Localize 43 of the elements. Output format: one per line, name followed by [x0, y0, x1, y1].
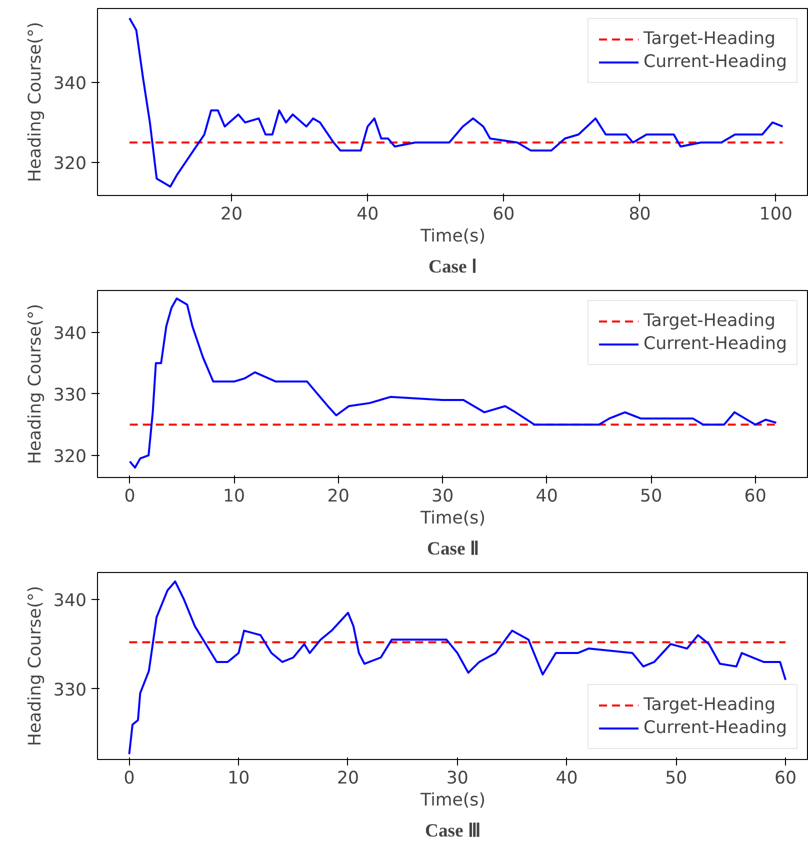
x-tick-label: 100	[759, 204, 792, 224]
x-tick-label: 10	[223, 486, 246, 506]
legend-label: Current-Heading	[644, 334, 787, 354]
x-tick-label: 30	[432, 486, 454, 506]
x-tick-label: 50	[640, 486, 662, 506]
text: Case Ⅲ	[424, 820, 482, 842]
y-axis-title: Heading Course(°)	[25, 586, 46, 746]
x-tick-label: 60	[744, 486, 766, 506]
x-tick-label: 20	[327, 486, 350, 506]
line-series	[128, 580, 787, 756]
legend-label: Target-Heading	[644, 29, 776, 49]
y-tick-label: 330	[53, 385, 87, 406]
x-tick-label: 20	[220, 204, 243, 224]
x-tick-label: 40	[556, 768, 578, 788]
y-axis-title: Heading Course(°)	[25, 304, 46, 464]
text: Case Ⅱ	[426, 538, 480, 560]
x-axis-title: Time(s)	[420, 508, 486, 528]
legend-label: Target-Heading	[644, 311, 776, 331]
x-tick-label: 40	[536, 486, 558, 506]
y-tick-label: 340	[53, 590, 87, 611]
x-tick-label: 50	[665, 768, 688, 788]
x-tick-label: 40	[356, 204, 379, 224]
x-tick-label: 30	[446, 768, 468, 788]
legend-label: Target-Heading	[644, 695, 776, 715]
y-tick-label: 330	[53, 680, 87, 700]
y-tick-label: 340	[53, 74, 87, 94]
x-tick-label: 60	[774, 768, 797, 788]
x-tick-label: 0	[124, 486, 136, 506]
x-tick-label: 20	[336, 768, 360, 788]
legend-label: Current-Heading	[644, 52, 787, 72]
legend-label: Current-Heading	[644, 718, 787, 738]
y-tick-label: 320	[53, 446, 87, 467]
text: Case Ⅰ	[428, 256, 478, 278]
line-series	[128, 17, 784, 188]
x-tick-label: 80	[628, 204, 651, 224]
x-tick-label: 60	[492, 204, 515, 224]
y-tick-label: 340	[53, 324, 87, 344]
x-axis-title: Time(s)	[420, 226, 486, 246]
y-tick-label: 320	[53, 154, 87, 174]
x-tick-label: 0	[124, 768, 135, 788]
x-axis-title: Time(s)	[420, 790, 486, 810]
y-axis-title: Heading Course(°)	[25, 22, 46, 182]
x-tick-label: 10	[228, 768, 250, 788]
